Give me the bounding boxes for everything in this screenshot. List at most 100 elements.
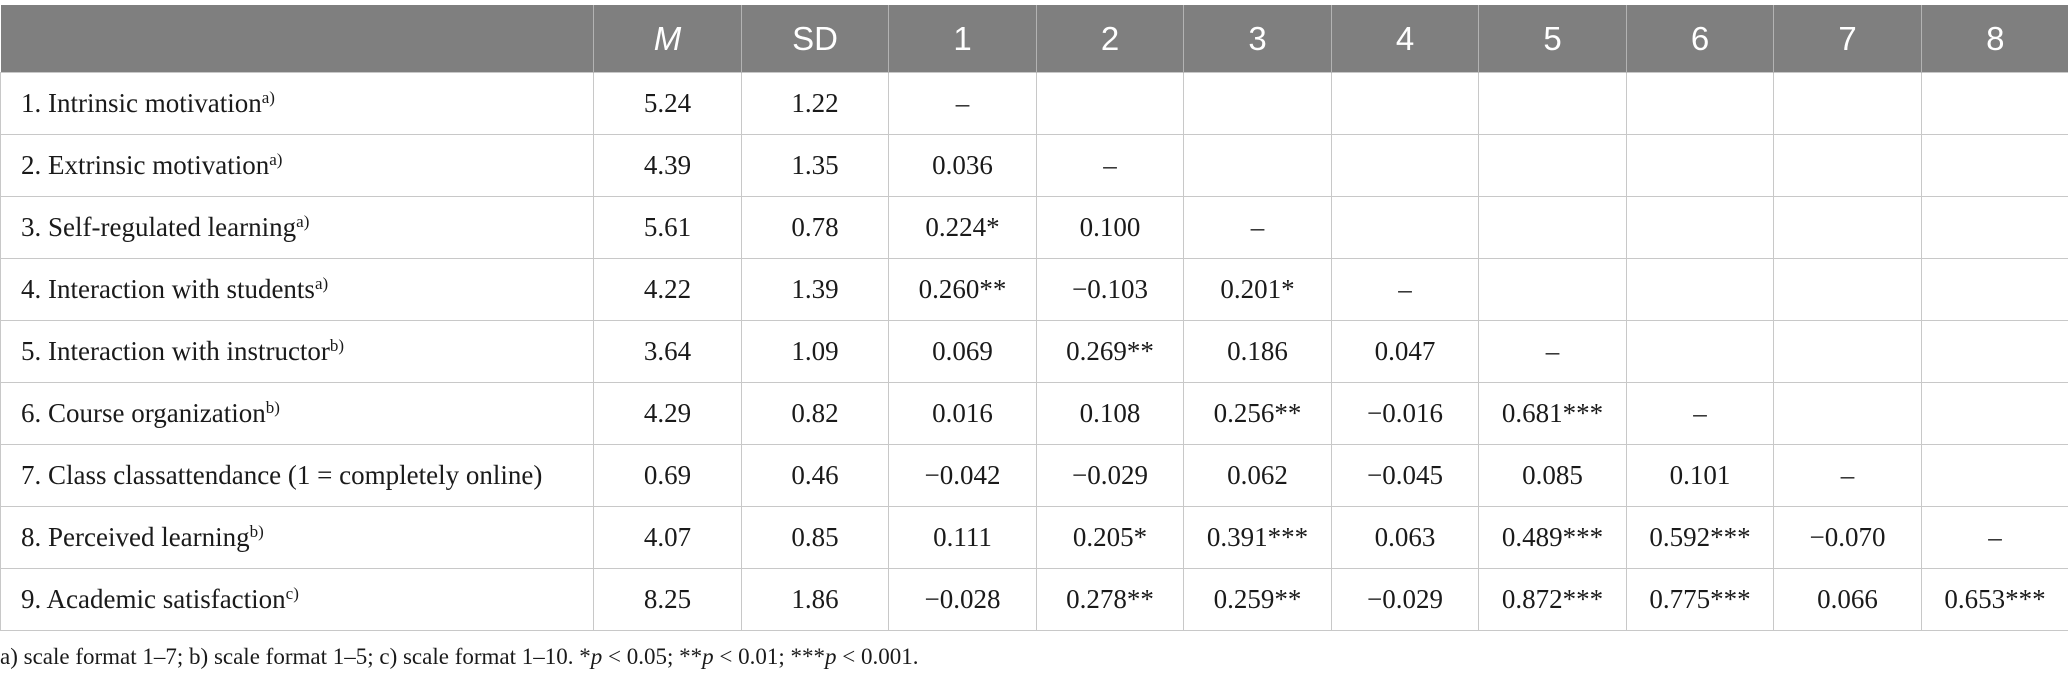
correlation-cell: 0.681***	[1478, 382, 1627, 445]
correlation-cell: 0.186	[1183, 320, 1332, 383]
row-label-text: 5. Interaction with instructor	[21, 336, 330, 366]
sd-cell: 1.09	[741, 320, 889, 383]
correlation-cell	[1626, 134, 1774, 197]
correlation-cell: 0.592***	[1626, 506, 1774, 569]
table-header: M SD 1 2 3 4 5 6 7 8	[0, 5, 2068, 73]
correlation-cell: 0.066	[1773, 568, 1922, 631]
correlation-cell: 0.205*	[1036, 506, 1184, 569]
table-row: 9. Academic satisfactionc) 8.25 1.86 −0.028…	[0, 568, 2068, 631]
correlation-cell: 0.269**	[1036, 320, 1184, 383]
footnote-text: < 0.05; **	[602, 644, 703, 669]
row-label: 1. Intrinsic motivationa)	[0, 72, 594, 135]
correlation-cell	[1183, 72, 1332, 135]
correlation-cell: 0.256**	[1183, 382, 1332, 445]
header-cell-3: 3	[1183, 5, 1332, 73]
header-cell-sd: SD	[741, 5, 889, 73]
correlation-cell: −0.029	[1036, 444, 1184, 507]
correlation-cell	[1921, 196, 2068, 259]
correlation-cell	[1921, 320, 2068, 383]
sd-cell: 1.39	[741, 258, 889, 321]
mean-cell: 0.69	[593, 444, 742, 507]
table-row: 3. Self-regulated learninga) 5.61 0.78 0.22…	[0, 196, 2068, 259]
mean-cell: 5.61	[593, 196, 742, 259]
footnote-p-symbol: p	[702, 644, 714, 669]
correlation-cell: 0.278**	[1036, 568, 1184, 631]
correlation-cell: –	[1773, 444, 1922, 507]
correlation-cell: 0.775***	[1626, 568, 1774, 631]
correlation-cell	[1773, 320, 1922, 383]
scale-footnote-marker: c)	[285, 584, 299, 603]
correlation-cell	[1921, 258, 2068, 321]
footnote-text: < 0.01; ***	[713, 644, 825, 669]
correlation-cell	[1331, 72, 1479, 135]
correlation-table: M SD 1 2 3 4 5 6 7 8 1. Intrinsic motivationa) 5.2…	[0, 5, 2068, 631]
scale-footnote-marker: b)	[329, 336, 345, 355]
correlation-cell: –	[1036, 134, 1184, 197]
header-cell-m: M	[593, 5, 742, 73]
correlation-cell	[1626, 258, 1774, 321]
correlation-cell	[1773, 382, 1922, 445]
correlation-cell	[1478, 258, 1627, 321]
table-row: 2. Extrinsic motivationa) 4.39 1.35 0.036–	[0, 134, 2068, 197]
sd-cell: 0.85	[741, 506, 889, 569]
correlation-cell: 0.224*	[888, 196, 1037, 259]
correlation-cell: −0.103	[1036, 258, 1184, 321]
correlation-cell: 0.063	[1331, 506, 1479, 569]
row-label-text: 1. Intrinsic motivation	[21, 88, 262, 118]
correlation-cell	[1626, 72, 1774, 135]
row-label-text: 3. Self-regulated learning	[21, 212, 297, 242]
footnote-text: < 0.001.	[836, 644, 919, 669]
correlation-cell: 0.085	[1478, 444, 1627, 507]
correlation-cell	[1036, 72, 1184, 135]
row-label-text: 4. Interaction with students	[21, 274, 315, 304]
row-label: 9. Academic satisfactionc)	[0, 568, 594, 631]
correlation-cell: –	[1331, 258, 1479, 321]
correlation-cell: 0.069	[888, 320, 1037, 383]
correlation-cell	[1921, 72, 2068, 135]
header-cell-6: 6	[1626, 5, 1774, 73]
correlation-cell	[1921, 382, 2068, 445]
scale-footnote-marker: b)	[249, 522, 264, 541]
mean-cell: 4.22	[593, 258, 742, 321]
scale-footnote-marker: a)	[314, 274, 329, 293]
correlation-cell	[1921, 444, 2068, 507]
scale-footnote-marker: a)	[296, 212, 310, 231]
correlation-cell: –	[1921, 506, 2068, 569]
correlation-cell	[1921, 134, 2068, 197]
correlation-cell: 0.111	[888, 506, 1037, 569]
correlation-cell: 0.391***	[1183, 506, 1332, 569]
correlation-cell: 0.100	[1036, 196, 1184, 259]
correlation-cell: 0.653***	[1921, 568, 2068, 631]
correlation-cell: 0.016	[888, 382, 1037, 445]
table-footnote: a) scale format 1–7; b) scale format 1–5…	[0, 644, 918, 670]
header-cell-1: 1	[888, 5, 1037, 73]
row-label: 2. Extrinsic motivationa)	[0, 134, 594, 197]
header-cell-7: 7	[1773, 5, 1922, 73]
footnote-p-symbol: p	[590, 644, 603, 669]
row-label-text: 6. Course organization	[21, 398, 266, 428]
correlation-cell: 0.201*	[1183, 258, 1332, 321]
sd-cell: 0.82	[741, 382, 889, 445]
row-label-text: 2. Extrinsic motivation	[21, 150, 270, 180]
correlation-cell: 0.872***	[1478, 568, 1627, 631]
correlation-cell	[1626, 320, 1774, 383]
correlation-cell: –	[1478, 320, 1627, 383]
correlation-cell	[1478, 196, 1627, 259]
table-row: 1. Intrinsic motivationa) 5.24 1.22–	[0, 72, 2068, 135]
correlation-cell	[1331, 196, 1479, 259]
row-label-text: 9. Academic satisfaction	[21, 584, 286, 614]
correlation-cell: 0.101	[1626, 444, 1774, 507]
correlation-cell: –	[1626, 382, 1774, 445]
correlation-cell	[1478, 72, 1627, 135]
row-label-text: 8. Perceived learning	[21, 522, 250, 552]
row-label: 6. Course organizationb)	[0, 382, 594, 445]
correlation-cell: 0.108	[1036, 382, 1184, 445]
row-label: 8. Perceived learningb)	[0, 506, 594, 569]
table-body: 1. Intrinsic motivationa) 5.24 1.22–2. Ext…	[0, 72, 2068, 631]
correlation-cell	[1183, 134, 1332, 197]
table-row: 6. Course organizationb) 4.29 0.82 0.016 0.1…	[0, 382, 2068, 445]
sd-cell: 1.35	[741, 134, 889, 197]
correlation-cell: –	[1183, 196, 1332, 259]
correlation-cell	[1773, 72, 1922, 135]
row-label-text: 7. Class classattendance (1 = completely…	[21, 460, 543, 490]
